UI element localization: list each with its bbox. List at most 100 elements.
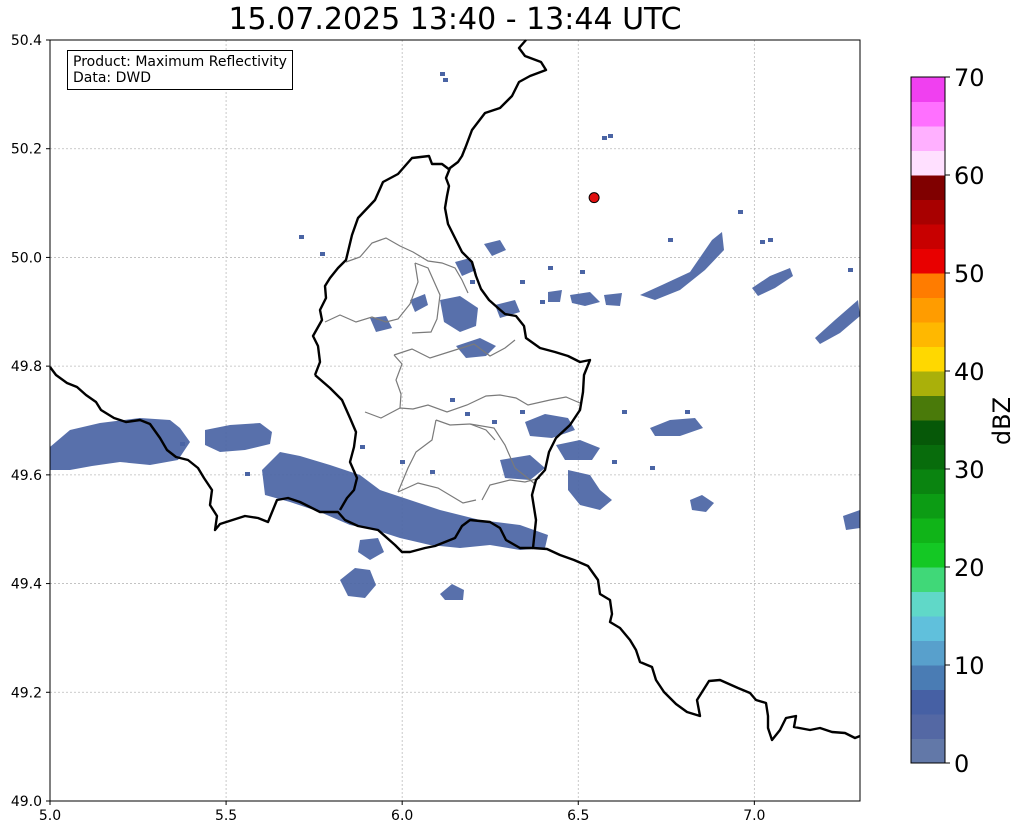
colorbar-segment [911,395,945,421]
x-tick-label: 5.0 [39,808,61,824]
colorbar-segment [911,126,945,151]
x-tick-label: 6.5 [567,808,589,824]
echo-speck [602,136,607,140]
colorbar-segment [911,101,945,127]
y-tick-label: 50.0 [11,250,42,266]
echo-speck [450,398,455,402]
colorbar-tick-label: 60 [954,162,985,190]
y-tick-label: 49.0 [11,794,42,810]
echo-cluster [358,538,384,560]
colorbar-segment [911,493,945,519]
echo-cluster [640,232,724,300]
colorbar-segment [911,224,945,249]
echo-speck [400,460,405,464]
colorbar-segment [911,150,945,176]
map-title: 15.07.2025 13:40 - 13:44 UTC [228,2,682,37]
echo-speck [320,252,325,256]
colorbar-frame [910,76,946,764]
colorbar-segment [911,567,945,592]
echo-speck [520,410,525,414]
echo-cluster [340,568,376,598]
echo-speck [685,410,690,414]
colorbar-segment [911,469,945,494]
echo-speck [608,134,613,138]
colorbar-tick-label: 20 [954,554,985,582]
colorbar-segment [911,346,945,372]
colorbar-segment [911,616,945,641]
y-tick-label: 50.4 [11,33,42,49]
echo-cluster [410,294,428,312]
colorbar-segment [911,518,945,543]
axis-ticks: 5.0 5.5 6.0 6.5 7.0 49.0 49.2 49.4 49.6 49.8 50.0 5… [11,33,766,824]
colorbar-segments [911,77,945,764]
colorbar-label: dBZ [988,397,1016,445]
echo-cluster [690,495,714,512]
country-borders [49,39,861,742]
x-tick-label: 6.0 [391,808,413,824]
echo-cluster [262,452,548,550]
echo-speck [622,410,627,414]
y-tick-label: 49.4 [11,577,42,593]
x-tick-label: 7.0 [743,808,765,824]
echo-speck [650,466,655,470]
echo-speck [738,210,743,214]
colorbar-segment [911,665,945,690]
national-borders [49,39,861,742]
colorbar-segment [911,591,945,617]
echo-speck [580,270,585,274]
y-tick-label: 49.6 [11,468,42,484]
echo-speck [760,240,765,244]
location-marker [588,192,600,204]
y-tick-label: 50.2 [11,142,42,158]
colorbar-tick-label: 10 [954,652,985,680]
colorbar-tick-label: 70 [954,64,985,92]
echo-speck [768,238,773,242]
colorbar-segment [911,248,945,274]
echo-speck [299,235,304,239]
colorbar-tick-label: 30 [954,456,985,484]
echo-speck [430,470,435,474]
y-tick-label: 49.2 [11,685,42,701]
echo-cluster [440,296,478,332]
echo-speck [470,280,475,284]
echo-cluster [604,293,622,306]
echo-speck [180,442,185,446]
colorbar-segment [911,273,945,298]
colorbar-tick-label: 40 [954,358,985,386]
echo-cluster [455,258,476,276]
echo-cluster [370,316,392,332]
colorbar-segment [911,714,945,739]
echo-cluster [570,292,600,306]
colorbar-segment [911,199,945,225]
colorbar-ticks: 0 10 20 30 40 50 60 70 [945,64,985,778]
echo-speck [668,238,673,242]
echo-speck [245,472,250,476]
echo-cluster [752,268,793,296]
echo-cluster [815,300,860,344]
echo-speck [440,72,445,76]
colorbar-segment [911,444,945,470]
product-label: Product: Maximum Reflectivity [73,54,287,70]
colorbar-segment [911,322,945,347]
echo-speck [443,78,448,82]
echo-cluster [440,584,464,600]
colorbar-segment [911,689,945,715]
colorbar-segment [911,420,945,445]
colorbar-segment [911,297,945,323]
echo-speck [848,268,853,272]
echo-speck [520,280,525,284]
reflectivity-echoes [50,72,860,600]
echo-cluster [500,455,545,480]
echo-cluster [556,440,600,460]
colorbar-segment [911,542,945,568]
echo-speck [540,300,545,304]
echo-speck [465,412,470,416]
colorbar-segment [911,640,945,666]
x-tick-label: 5.5 [215,808,237,824]
echo-cluster [568,470,612,510]
echo-cluster [650,418,703,436]
echo-speck [612,460,617,464]
canton-boundaries [324,237,581,504]
colorbar-tick-label: 50 [954,260,985,288]
